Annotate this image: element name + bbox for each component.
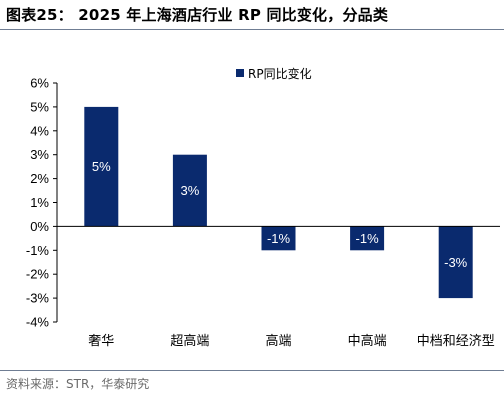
data-label: -1% [356, 231, 380, 246]
y-tick-label: 5% [30, 99, 49, 114]
data-label: -3% [444, 255, 468, 270]
y-tick-label: 4% [30, 123, 49, 138]
y-tick-label: -3% [26, 291, 50, 306]
y-axis: 6% 5% 4% 3% 2% 1% 0% -1% -2% -3% -4% [26, 76, 58, 330]
y-tick-label: 3% [30, 147, 49, 162]
bar [261, 226, 296, 251]
bars: 5% 3% -1% -1% -3% [84, 106, 473, 299]
data-label: 3% [181, 183, 200, 198]
bar [172, 154, 207, 227]
y-tick-label: -4% [26, 315, 50, 330]
bar [350, 226, 385, 251]
y-tick-label: -1% [26, 243, 50, 258]
figure-title: 图表25： 2025 年上海酒店行业 RP 同比变化，分品类 [6, 6, 389, 24]
bar-chart: 6% 5% 4% 3% 2% 1% 0% -1% -2% -3% -4% 5% 3% -1% -1% -3%… [26, 66, 500, 349]
category-label: 中高端 [348, 333, 387, 349]
y-tick-label: 6% [30, 76, 49, 91]
category-label: 超高端 [170, 333, 209, 349]
data-label: -1% [267, 231, 291, 246]
bar [84, 106, 119, 227]
category-label: 奢华 [88, 334, 114, 349]
source-note: 资料来源：STR，华泰研究 [6, 377, 150, 391]
data-label: 5% [92, 159, 111, 174]
bar [438, 226, 473, 299]
source-divider [0, 370, 504, 371]
legend-label: RP同比变化 [248, 66, 312, 81]
y-tick-label: 1% [30, 195, 49, 210]
y-tick-label: 2% [30, 171, 49, 186]
category-label: 高端 [265, 333, 291, 349]
x-axis: 奢华 超高端 高端 中高端 中档和经济型 [57, 225, 500, 349]
legend: RP同比变化 [236, 66, 312, 81]
y-tick-label: 0% [30, 219, 49, 234]
category-label: 中档和经济型 [417, 334, 495, 349]
y-tick-label: -2% [26, 267, 50, 282]
legend-swatch [236, 69, 244, 77]
title-divider [0, 29, 504, 30]
